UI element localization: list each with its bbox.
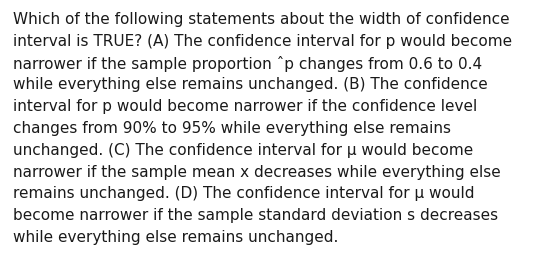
Text: interval for p would become narrower if the confidence level: interval for p would become narrower if … <box>13 99 477 114</box>
Text: unchanged. (C) The confidence interval for μ would become: unchanged. (C) The confidence interval f… <box>13 143 473 158</box>
Text: narrower if the sample mean x decreases while everything else: narrower if the sample mean x decreases … <box>13 165 501 180</box>
Text: narrower if the sample proportion ˆp changes from 0.6 to 0.4: narrower if the sample proportion ˆp cha… <box>13 55 482 72</box>
Text: while everything else remains unchanged. (B) The confidence: while everything else remains unchanged.… <box>13 78 488 92</box>
Text: while everything else remains unchanged.: while everything else remains unchanged. <box>13 230 338 245</box>
Text: remains unchanged. (D) The confidence interval for μ would: remains unchanged. (D) The confidence in… <box>13 186 474 201</box>
Text: Which of the following statements about the width of confidence: Which of the following statements about … <box>13 12 509 27</box>
Text: interval is TRUE? (A) The confidence interval for p would become: interval is TRUE? (A) The confidence int… <box>13 34 512 49</box>
Text: changes from 90% to 95% while everything else remains: changes from 90% to 95% while everything… <box>13 121 451 136</box>
Text: become narrower if the sample standard deviation s decreases: become narrower if the sample standard d… <box>13 208 498 223</box>
